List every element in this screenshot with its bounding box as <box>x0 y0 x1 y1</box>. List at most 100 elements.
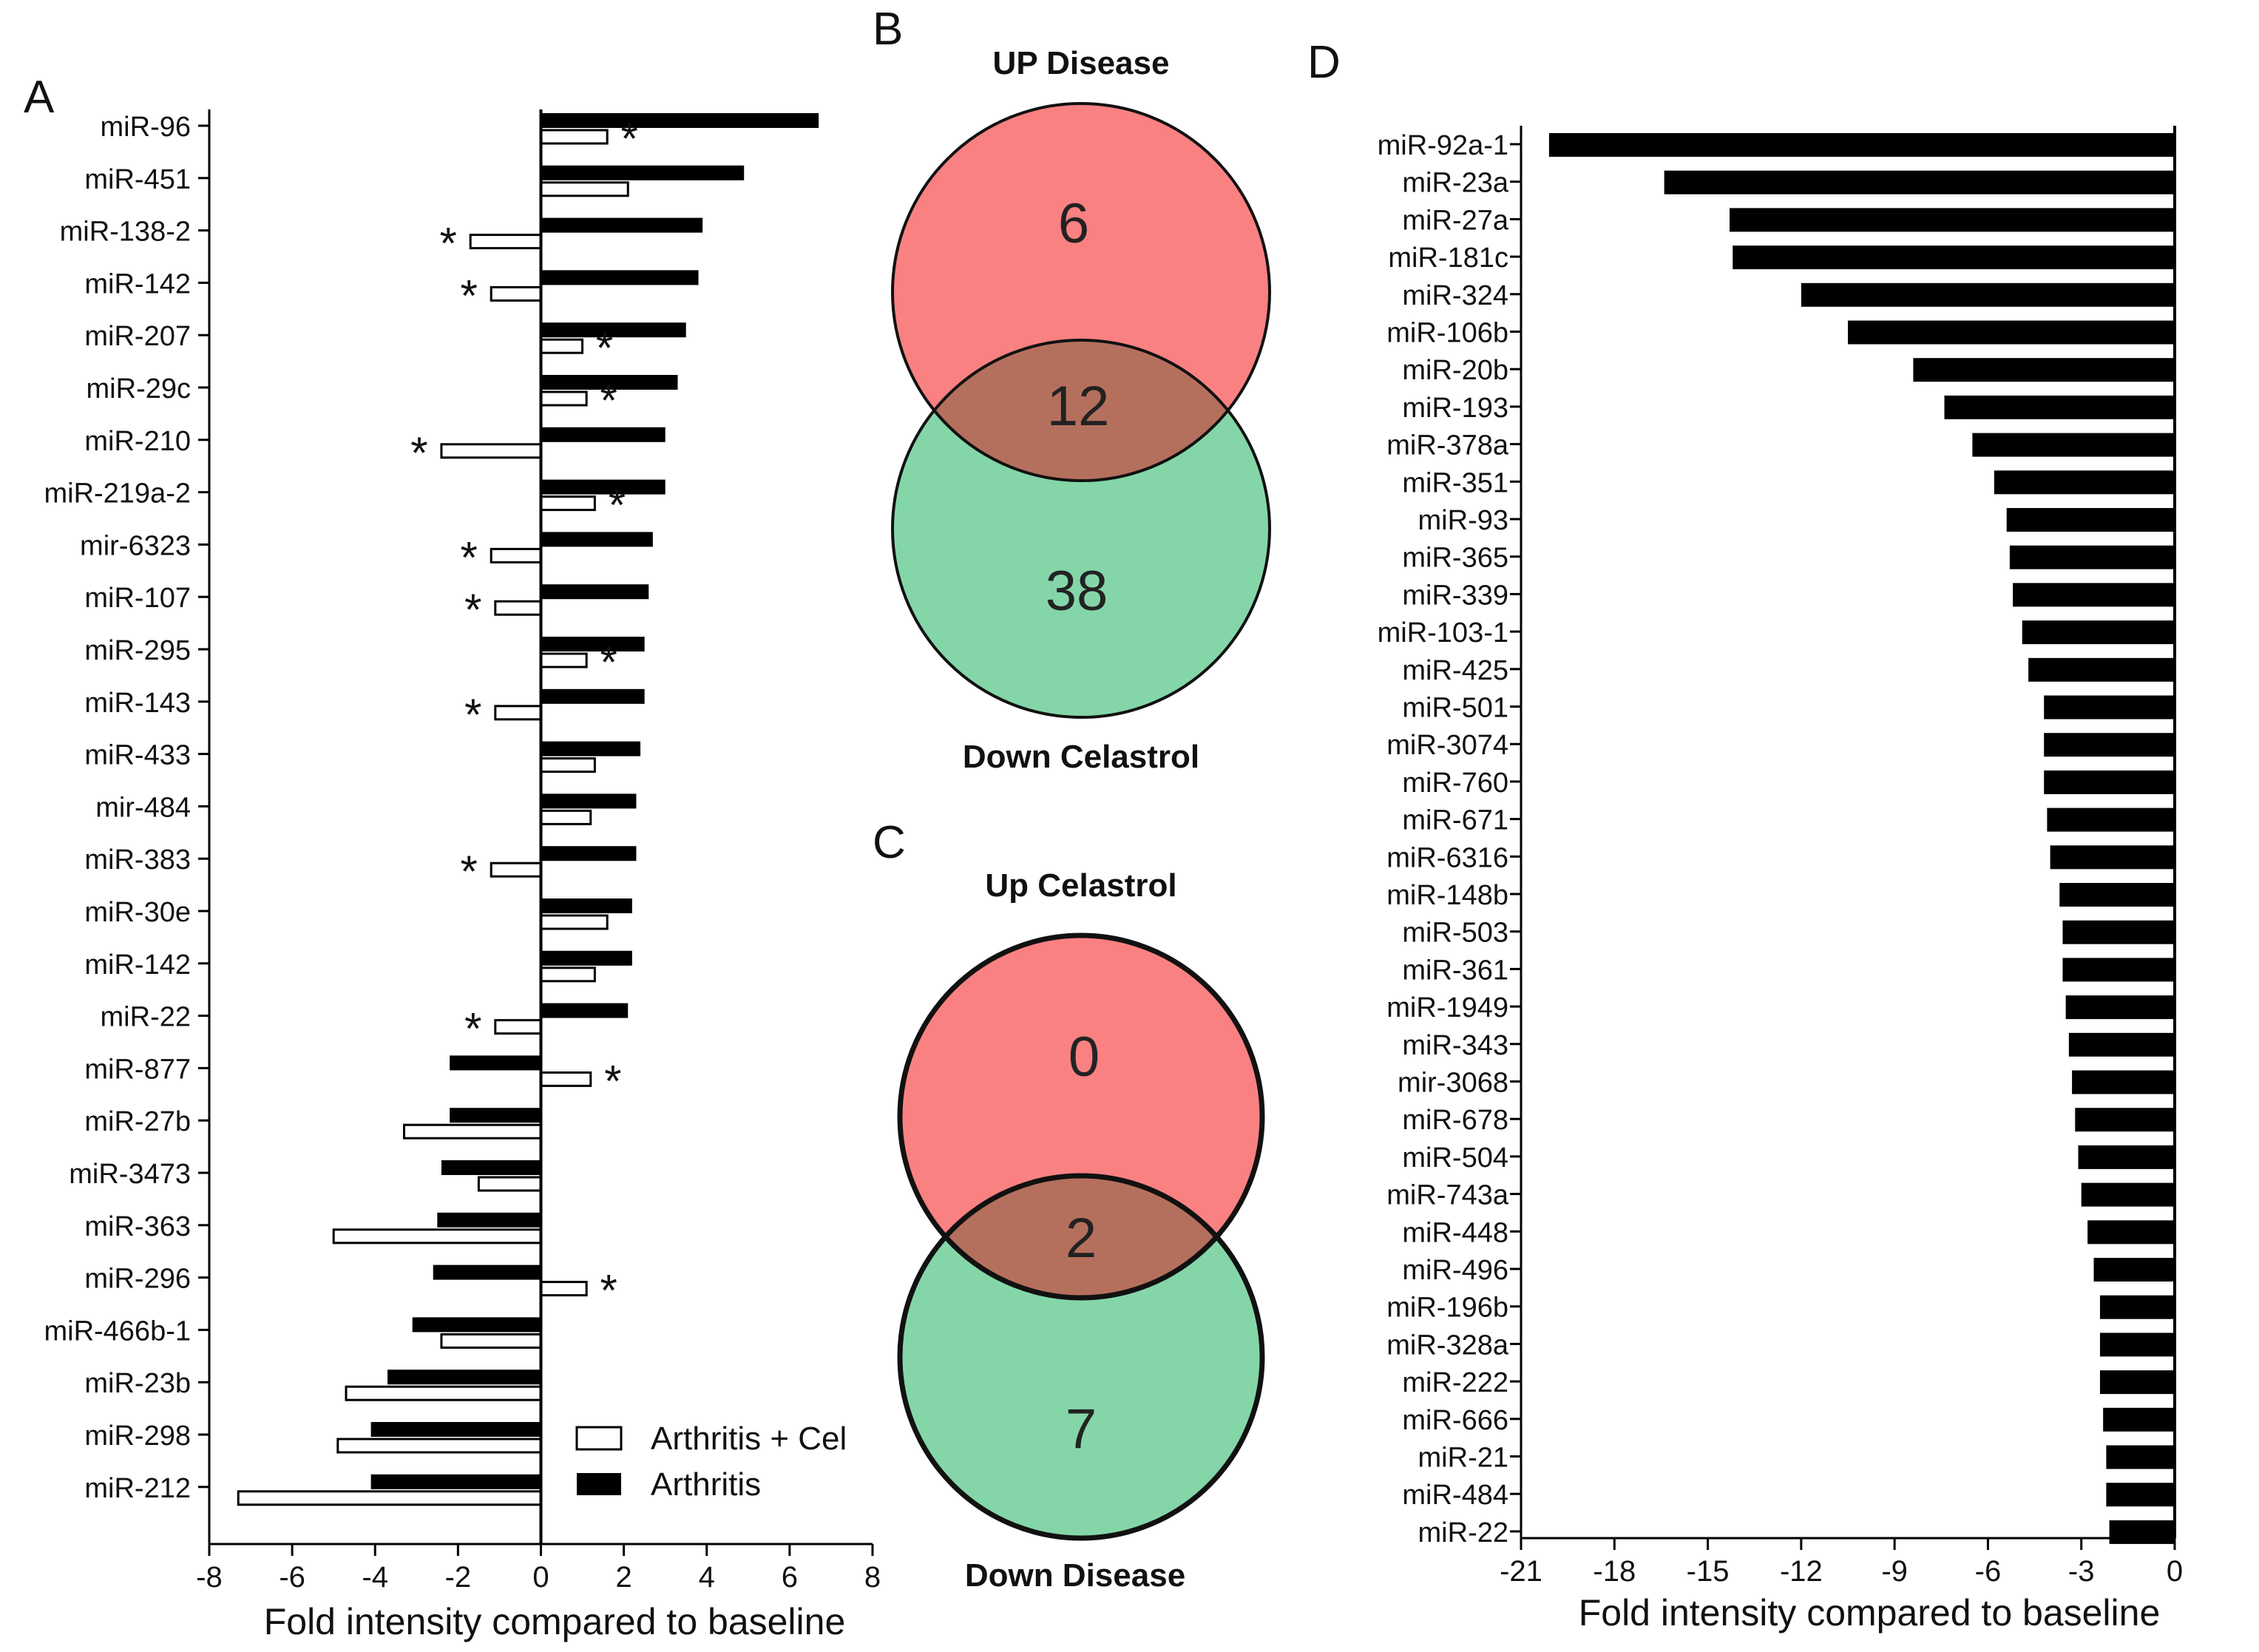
x-tick-label: -8 <box>196 1561 223 1594</box>
venn-b-circle-top-outline <box>891 102 1271 482</box>
category-label: miR-219a-2 <box>44 478 191 510</box>
category-label: miR-23b <box>84 1368 191 1399</box>
bar-arthritis-cel <box>402 1123 543 1140</box>
bar-arthritis-cel <box>469 234 542 250</box>
category-label: miR-138-2 <box>60 217 191 248</box>
venn-c-circle-bottom-outline <box>897 1173 1265 1541</box>
bar-value <box>2099 1370 2175 1395</box>
category-label: miR-433 <box>84 740 191 771</box>
bar-value <box>2109 1520 2175 1544</box>
venn-c-count-bottom: 7 <box>1066 1398 1097 1460</box>
category-label: miR-106b <box>1386 318 1508 349</box>
category-label: miR-196b <box>1386 1293 1508 1324</box>
venn-c: Up Celastrol 0 2 7 Down Disease <box>897 867 1265 1594</box>
bar-value <box>2106 1445 2175 1469</box>
significance-star: * <box>600 1266 617 1316</box>
venn-b-count-overlap: 12 <box>1047 375 1110 438</box>
chart-d-x-axis-title: Fold intensity compared to baseline <box>1579 1592 2161 1634</box>
x-tick-label: 8 <box>864 1561 881 1594</box>
significance-star: * <box>461 532 478 582</box>
bar-arthritis <box>412 1317 541 1333</box>
bar-arthritis-cel <box>345 1385 542 1401</box>
bar-arthritis-cel <box>540 967 596 983</box>
bar-arthritis <box>541 793 637 809</box>
bar-value <box>2062 920 2175 944</box>
category-label: miR-425 <box>1402 655 1508 686</box>
bar-arthritis-cel <box>490 285 542 302</box>
category-label: miR-351 <box>1402 467 1508 498</box>
bar-arthritis <box>541 950 632 966</box>
panel-letter-a: A <box>24 72 55 123</box>
category-label: miR-743a <box>1386 1180 1509 1211</box>
bar-value <box>2044 733 2175 757</box>
panel-letter-d: D <box>1307 37 1341 88</box>
bar-arthritis-cel <box>540 390 588 407</box>
x-tick-label: 4 <box>699 1561 715 1594</box>
category-label: miR-148b <box>1386 880 1508 911</box>
venn-b-overlap <box>893 340 1270 481</box>
bar-arthritis-cel <box>490 861 542 878</box>
venn-b-count-top: 6 <box>1058 192 1089 255</box>
bar-arthritis-cel <box>540 181 629 197</box>
category-label: miR-298 <box>84 1421 191 1452</box>
bar-value <box>2047 808 2175 832</box>
venn-b-title-top: UP Disease <box>993 45 1170 81</box>
category-label: miR-466b-1 <box>44 1316 191 1347</box>
bar-value <box>2099 1333 2175 1357</box>
significance-star: * <box>600 376 617 425</box>
x-tick-label: -6 <box>279 1561 305 1594</box>
category-label: miR-29c <box>87 373 191 404</box>
bar-value <box>1848 320 2175 345</box>
bar-arthritis-cel <box>540 652 588 668</box>
bar-arthritis <box>450 1108 541 1123</box>
legend-label-arthritis: Arthritis <box>651 1466 761 1503</box>
category-label: mir-3068 <box>1398 1068 1508 1099</box>
panel-letter-c: C <box>873 817 906 868</box>
chart-a: -8 -6 -4 -2 0 2 4 6 8 miR-96miR-451miR-138-2miR-… <box>44 109 881 1642</box>
category-label: miR-207 <box>84 321 191 352</box>
venn-c-count-top: 0 <box>1068 1026 1100 1089</box>
bar-value <box>2065 995 2175 1020</box>
bar-arthritis-cel <box>540 914 609 930</box>
bar-arthritis <box>387 1370 541 1385</box>
significance-star: * <box>410 428 427 478</box>
category-label: miR-365 <box>1402 543 1508 574</box>
x-tick-label: 2 <box>616 1561 632 1594</box>
bar-arthritis <box>541 532 653 547</box>
bar-value <box>1664 170 2175 194</box>
x-tick-label: -18 <box>1593 1555 1636 1588</box>
bar-value <box>2022 620 2175 645</box>
bar-value <box>2044 695 2175 720</box>
significance-star: * <box>600 637 617 687</box>
category-label: miR-339 <box>1402 580 1508 611</box>
significance-star: * <box>596 323 613 373</box>
category-label: miR-324 <box>1402 280 1508 311</box>
category-label: mir-6323 <box>80 530 191 561</box>
bar-value <box>2009 545 2175 569</box>
venn-c-overlap <box>900 1176 1262 1298</box>
significance-star: * <box>621 114 638 163</box>
category-label: miR-193 <box>1402 393 1508 424</box>
venn-b-count-bottom: 38 <box>1046 560 1108 623</box>
category-label: miR-448 <box>1402 1217 1508 1248</box>
chart-d: -21 -18 -15 -12 -9 -6 -3 0 miR-92a-1miR-23amiR-… <box>1378 126 2183 1634</box>
x-tick-label: -21 <box>1500 1555 1542 1588</box>
category-label: miR-143 <box>84 688 191 719</box>
bar-arthritis <box>541 270 699 285</box>
legend-swatch-arthritis <box>577 1473 621 1495</box>
bar-arthritis <box>541 584 649 600</box>
category-label: miR-361 <box>1402 955 1508 986</box>
bar-value <box>2093 1258 2175 1282</box>
panel-letter-b: B <box>873 4 903 55</box>
category-label: miR-295 <box>84 635 191 666</box>
venn-c-title-top: Up Celastrol <box>985 867 1176 904</box>
category-label: miR-378a <box>1386 430 1509 461</box>
category-label: miR-328a <box>1386 1330 1509 1361</box>
bar-arthritis <box>541 375 678 390</box>
category-label: miR-21 <box>1418 1443 1508 1474</box>
x-tick-label: -3 <box>2068 1555 2095 1588</box>
category-label: miR-222 <box>1402 1367 1508 1398</box>
category-label: miR-27b <box>84 1106 191 1137</box>
bar-arthritis-cel <box>440 1333 543 1349</box>
bar-value <box>2062 958 2175 982</box>
